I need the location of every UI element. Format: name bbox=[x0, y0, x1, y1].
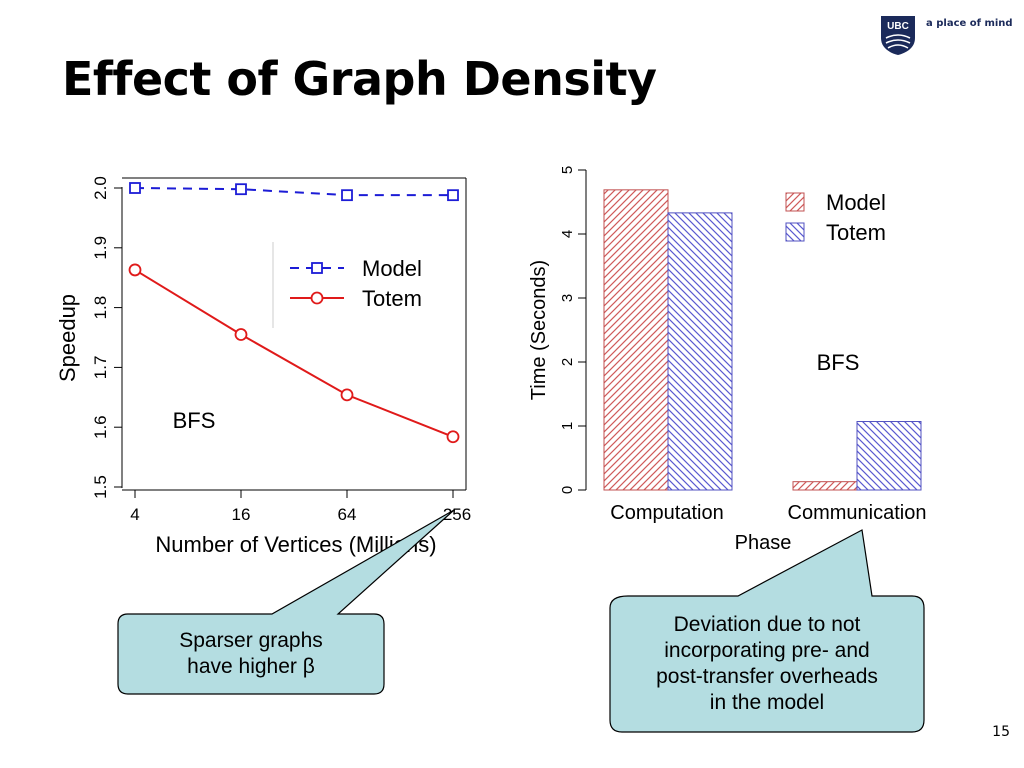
page-number: 15 bbox=[992, 724, 1010, 740]
speedup-legend-label-totem: Totem bbox=[362, 286, 422, 311]
ubc-mark-text: UBC bbox=[887, 21, 909, 32]
callout-right-text: Deviation due to not incorporating pre- … bbox=[610, 612, 924, 716]
time-x-category-label: Computation bbox=[610, 502, 723, 524]
speedup-x-tick-label: 256 bbox=[443, 505, 471, 524]
callout-left-text: Sparser graphs have higher β bbox=[118, 628, 384, 680]
speedup-y-tick-label: 2.0 bbox=[91, 176, 110, 200]
callout-left-line: have higher β bbox=[187, 655, 315, 678]
time-legend-swatch-totem bbox=[785, 222, 805, 242]
speedup-y-tick-label: 1.5 bbox=[91, 475, 110, 499]
time-y-axis-label: Time (Seconds) bbox=[528, 260, 550, 400]
time-y-tick-label: 4 bbox=[559, 230, 576, 238]
ubc-crest-icon: UBC bbox=[881, 16, 915, 55]
speedup-point-model bbox=[129, 182, 141, 194]
speedup-point-totem bbox=[340, 388, 354, 402]
callout-right-line: Deviation due to not bbox=[673, 613, 861, 636]
speedup-legend-marker-model bbox=[311, 262, 323, 274]
time-bar-chart: 0 1 2 3 4 5 Computation Communication Model Tote… bbox=[528, 166, 927, 554]
time-bfs-annotation: BFS bbox=[817, 350, 860, 375]
speedup-series-line-model bbox=[134, 187, 453, 197]
time-y-tick-label: 0 bbox=[559, 486, 576, 494]
speedup-series-line-totem bbox=[134, 269, 454, 438]
speedup-legend-label-model: Model bbox=[362, 256, 422, 281]
time-x-category-label: Communication bbox=[788, 502, 927, 524]
speedup-x-tick-label: 16 bbox=[232, 505, 251, 524]
speedup-point-model bbox=[447, 189, 459, 202]
speedup-point-totem bbox=[446, 430, 460, 444]
time-bar-model bbox=[603, 189, 669, 491]
speedup-point-model bbox=[341, 189, 353, 202]
speedup-bfs-annotation: BFS bbox=[173, 408, 216, 433]
callout-right-line: incorporating pre- and bbox=[664, 639, 870, 662]
speedup-legend-marker-totem bbox=[310, 291, 324, 305]
callout-right-bubble bbox=[609, 529, 925, 733]
speedup-point-model bbox=[235, 183, 247, 196]
speedup-x-tick-label: 4 bbox=[130, 505, 139, 524]
callout-right-line: in the model bbox=[709, 691, 825, 714]
time-legend-label-model: Model bbox=[826, 190, 886, 215]
callout-left-line: Sparser graphs bbox=[179, 629, 323, 652]
speedup-y-axis-label: Speedup bbox=[55, 294, 80, 382]
slide-title: Effect of Graph Density bbox=[62, 52, 657, 106]
time-legend-swatch-model bbox=[785, 192, 805, 212]
logo-tagline: a place of mind bbox=[926, 18, 1013, 29]
time-bar-totem bbox=[667, 212, 733, 491]
time-y-tick-label: 2 bbox=[559, 358, 576, 366]
ubc-logo: UBC a place of mind bbox=[878, 14, 1013, 58]
speedup-point-totem bbox=[128, 263, 142, 277]
time-legend-label-totem: Totem bbox=[826, 220, 886, 245]
speedup-line-chart: 1.5 1.6 1.7 1.8 1.9 2.0 4 16 64 256 Model Totem Sp… bbox=[55, 176, 471, 557]
speedup-y-tick-label: 1.8 bbox=[91, 296, 110, 320]
time-bar-totem bbox=[856, 421, 922, 491]
speedup-y-tick-label: 1.6 bbox=[91, 415, 110, 439]
speedup-y-tick-label: 1.7 bbox=[91, 356, 110, 380]
callout-left-bubble bbox=[117, 509, 455, 695]
callout-right-line: post-transfer overheads bbox=[656, 665, 878, 688]
speedup-y-tick-label: 1.9 bbox=[91, 236, 110, 260]
time-y-tick-label: 5 bbox=[559, 166, 576, 174]
time-x-axis-label: Phase bbox=[735, 532, 792, 554]
speedup-x-tick-label: 64 bbox=[338, 505, 357, 524]
speedup-point-totem bbox=[234, 328, 248, 341]
time-y-tick-label: 1 bbox=[559, 422, 576, 430]
time-y-tick-label: 3 bbox=[559, 294, 576, 302]
